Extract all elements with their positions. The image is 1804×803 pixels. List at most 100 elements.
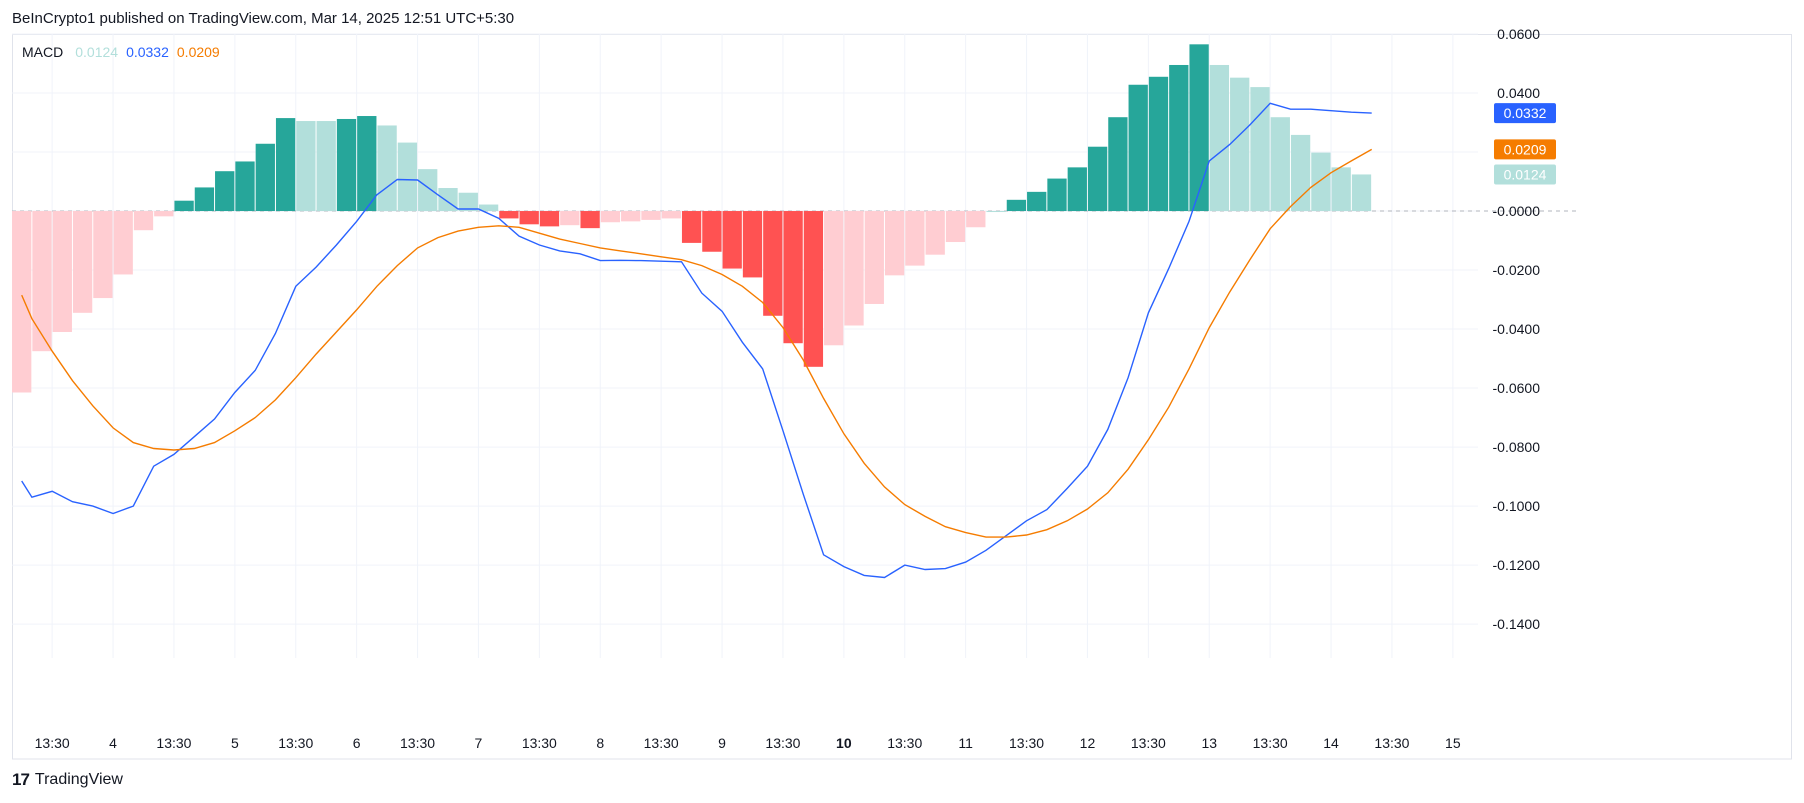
histogram-bar xyxy=(336,118,357,212)
histogram-bar xyxy=(1169,64,1189,212)
price-tags: 0.0332 0.0209 0.0124 xyxy=(1494,103,1556,185)
histogram-bar xyxy=(1351,174,1372,212)
x-tick-label: 8 xyxy=(596,735,604,751)
macd-price-tag xyxy=(1494,103,1556,124)
y-tick-label: -0.0200 xyxy=(1493,262,1541,278)
x-tick-label: 10 xyxy=(836,735,852,751)
histogram-bar xyxy=(1311,152,1331,212)
histogram-bar xyxy=(763,211,783,316)
histogram-bar xyxy=(641,211,661,220)
histogram-bar xyxy=(966,211,986,228)
histogram-bar xyxy=(296,121,316,212)
y-tick-label: -0.1400 xyxy=(1493,616,1541,632)
histogram-bar xyxy=(154,211,174,217)
histogram-bar xyxy=(174,200,194,212)
histogram-bar xyxy=(1331,167,1351,212)
histogram-bar xyxy=(986,211,1006,213)
x-tick-label: 13 xyxy=(1201,735,1217,751)
histogram-bar xyxy=(377,125,397,212)
hist-price-tag xyxy=(1494,164,1556,185)
histogram-bar xyxy=(499,211,519,219)
histogram-bar xyxy=(12,211,32,393)
x-tick-label: 6 xyxy=(353,735,361,751)
histogram-bar xyxy=(458,192,478,212)
x-tick-label: 14 xyxy=(1323,735,1339,751)
histogram-bar xyxy=(519,211,539,225)
histogram-bar xyxy=(824,211,844,346)
histogram-bar xyxy=(844,211,864,326)
y-tick-label: -0.0600 xyxy=(1493,380,1541,396)
histogram-bar xyxy=(1270,117,1290,212)
histogram-bar xyxy=(864,211,884,304)
publish-attribution: BeInCrypto1 published on TradingView.com… xyxy=(12,10,515,27)
histogram-bar xyxy=(1027,191,1047,212)
x-tick-label: 13:30 xyxy=(644,735,679,751)
signal-price-tag xyxy=(1494,139,1556,160)
x-tick-label: 13:30 xyxy=(887,735,922,751)
histogram-bar xyxy=(681,211,702,243)
histogram-bar xyxy=(275,118,296,212)
tradingview-logo-text: TradingView xyxy=(34,771,123,788)
y-tick-label: -0.1000 xyxy=(1493,498,1541,514)
histogram-bar xyxy=(113,211,133,275)
y-tick-label: 0.0400 xyxy=(1497,85,1540,101)
histogram-bar xyxy=(1148,76,1169,212)
macd-price-tag-label: 0.0332 xyxy=(1504,105,1547,121)
histogram-bar xyxy=(52,211,72,332)
histogram-bar xyxy=(418,169,438,212)
histogram-bar xyxy=(905,211,925,266)
x-tick-label: 13:30 xyxy=(278,735,313,751)
signal-line xyxy=(21,148,1373,538)
x-tick-label: 12 xyxy=(1080,735,1096,751)
macd-line xyxy=(21,102,1372,579)
histogram-bar xyxy=(1087,146,1108,212)
tradingview-logo-icon: 17 xyxy=(12,770,30,789)
x-tick-label: 11 xyxy=(958,735,973,751)
x-tick-label: 13:30 xyxy=(1009,735,1044,751)
histogram-bar xyxy=(722,211,742,269)
histogram-bars xyxy=(12,44,1372,393)
x-tick-label: 5 xyxy=(231,735,239,751)
x-tick-label: 4 xyxy=(109,735,117,751)
x-tick-label: 13:30 xyxy=(522,735,557,751)
legend-signal-value: 0.0209 xyxy=(176,44,220,60)
y-tick-label: -0.1200 xyxy=(1493,557,1541,573)
y-tick-label: -0.0800 xyxy=(1493,439,1541,455)
histogram-bar xyxy=(925,211,945,255)
x-tick-label: 13:30 xyxy=(400,735,435,751)
legend-histogram-value: 0.0124 xyxy=(75,44,119,60)
histogram-bar xyxy=(661,211,681,219)
x-tick-label: 13:30 xyxy=(156,735,191,751)
histogram-bar xyxy=(539,211,560,227)
y-tick-label: -0.0400 xyxy=(1493,321,1541,337)
histogram-bar xyxy=(235,161,255,212)
histogram-bar xyxy=(1290,134,1311,212)
x-tick-label: 9 xyxy=(718,735,726,751)
legend-indicator-name: MACD xyxy=(22,44,64,60)
grid-lines xyxy=(12,33,1478,658)
histogram-bar xyxy=(1250,87,1270,212)
indicator-lines xyxy=(21,102,1373,579)
histogram-bar xyxy=(133,211,154,231)
histogram-bar xyxy=(32,211,52,352)
histogram-bar xyxy=(803,211,824,367)
time-axis: 13:30 4 13:30 5 13:30 6 13:30 7 13:30 8 13:30 9 13:3… xyxy=(12,735,1792,760)
x-tick-label: 13:30 xyxy=(35,735,70,751)
macd-legend[interactable]: MACD 0.0124 0.0332 0.0209 xyxy=(22,44,220,60)
histogram-bar xyxy=(215,171,235,212)
histogram-bar xyxy=(93,211,113,299)
histogram-bar xyxy=(397,142,418,212)
x-tick-label: 15 xyxy=(1445,735,1461,751)
histogram-bar xyxy=(945,211,966,243)
histogram-bar xyxy=(1209,64,1230,212)
histogram-bar xyxy=(621,211,641,222)
histogram-bar xyxy=(72,211,93,313)
tradingview-logo[interactable]: 17 TradingView xyxy=(12,770,123,790)
histogram-bar xyxy=(438,188,458,212)
histogram-bar xyxy=(1108,117,1128,212)
histogram-bar xyxy=(357,116,377,212)
x-tick-label: 13:30 xyxy=(765,735,800,751)
histogram-bar xyxy=(194,187,215,212)
y-tick-label: 0.0600 xyxy=(1497,26,1540,42)
